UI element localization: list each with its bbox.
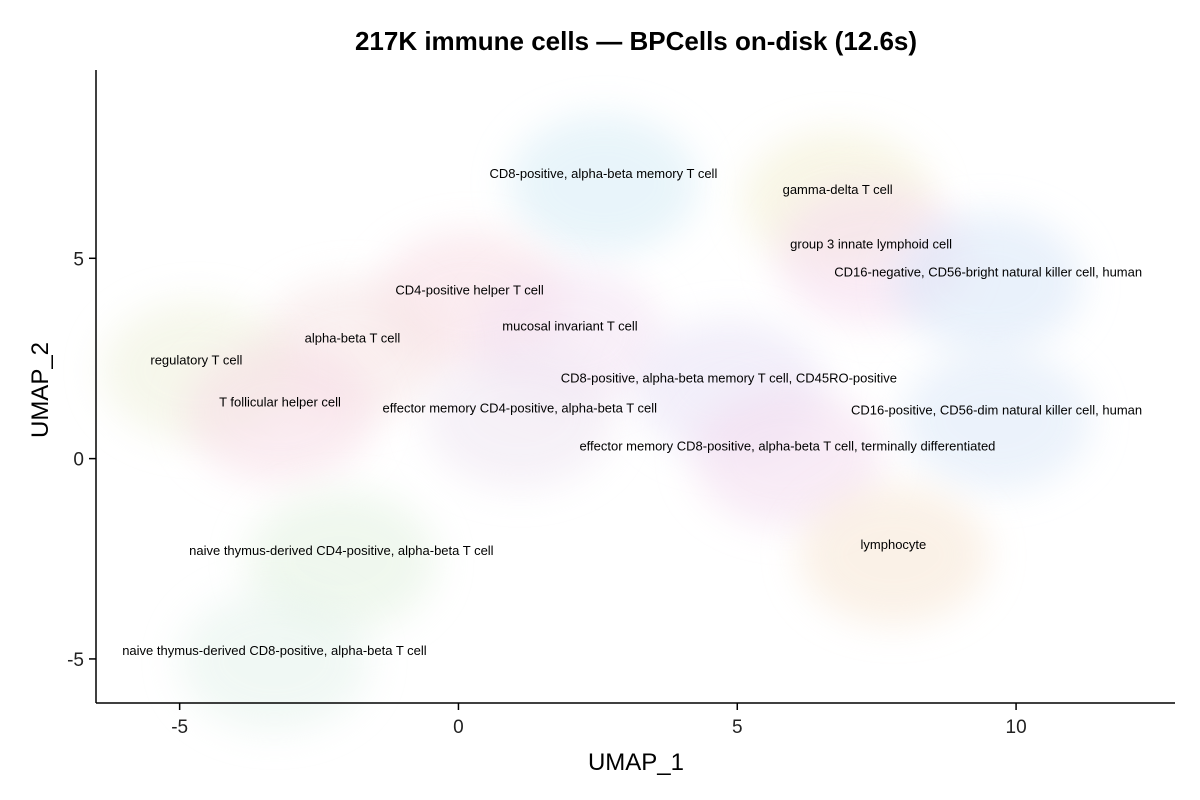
y-tick-label: -5 <box>67 650 84 671</box>
cluster-blob <box>798 484 989 625</box>
x-tick-label: 0 <box>453 717 464 738</box>
cell-clusters <box>101 114 1092 731</box>
y-axis-label: UMAP_2 <box>27 342 54 438</box>
cluster-label: effector memory CD8-positive, alpha-beta… <box>579 439 995 454</box>
cluster-label: lymphocyte <box>861 537 927 552</box>
cluster-label: CD8-positive, alpha-beta memory T cell <box>490 166 718 181</box>
cluster-blob <box>424 348 615 489</box>
cluster-label: T follicular helper cell <box>219 395 341 410</box>
cluster-blob <box>185 342 376 483</box>
cluster-label: naive thymus-derived CD4-positive, alpha… <box>189 543 494 558</box>
x-tick-label: 10 <box>1006 717 1027 738</box>
cluster-label: regulatory T cell <box>150 352 242 367</box>
cluster-label: group 3 innate lymphoid cell <box>790 236 952 251</box>
cluster-label: effector memory CD4-positive, alpha-beta… <box>383 401 658 416</box>
cluster-blob <box>901 350 1092 491</box>
cluster-blob <box>893 212 1084 353</box>
cluster-blob <box>692 386 883 527</box>
y-tick-label: 5 <box>73 249 84 270</box>
cluster-label: alpha-beta T cell <box>305 330 401 345</box>
chart-title: 217K immune cells — BPCells on-disk (12.… <box>355 26 917 56</box>
cluster-label: CD8-positive, alpha-beta memory T cell, … <box>561 370 897 385</box>
cluster-blob <box>508 114 699 255</box>
cluster-label: CD16-positive, CD56-dim natural killer c… <box>851 403 1142 418</box>
cluster-label: mucosal invariant T cell <box>502 318 637 333</box>
cluster-label: CD16-negative, CD56-bright natural kille… <box>834 264 1142 279</box>
cluster-blob <box>179 590 370 731</box>
cluster-label: CD4-positive helper T cell <box>395 282 543 297</box>
y-tick-label: 0 <box>73 450 84 471</box>
x-tick-label: -5 <box>171 717 188 738</box>
cluster-label: naive thymus-derived CD8-positive, alpha… <box>122 643 427 658</box>
x-axis-label: UMAP_1 <box>588 749 684 776</box>
x-tick-label: 5 <box>732 717 743 738</box>
cluster-label: gamma-delta T cell <box>783 182 893 197</box>
